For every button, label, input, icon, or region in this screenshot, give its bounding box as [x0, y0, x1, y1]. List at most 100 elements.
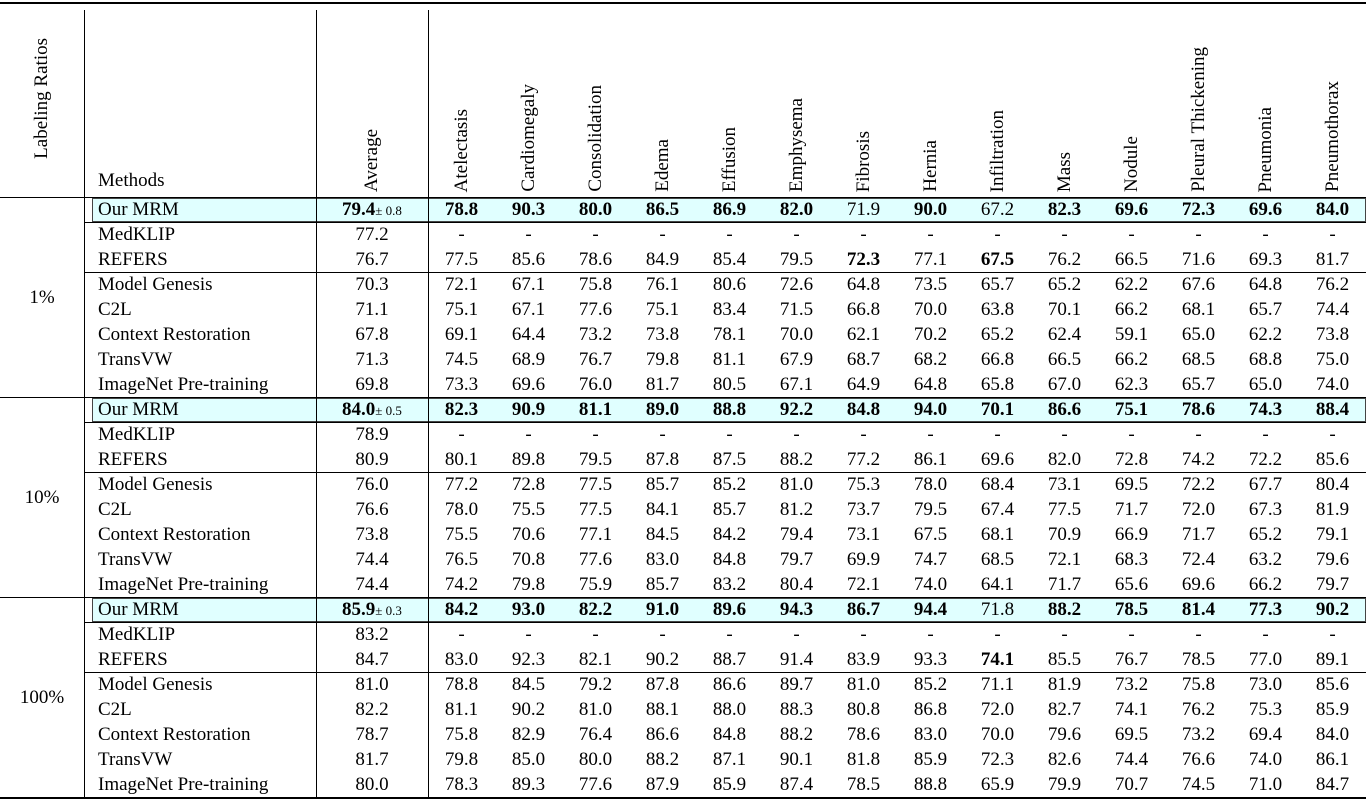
value-cell: -: [793, 224, 800, 245]
average-value: 83.2: [355, 624, 389, 645]
value-cell: 85.9: [1315, 699, 1350, 720]
value-cell: -: [994, 624, 1001, 645]
value-cell: 86.6: [712, 674, 747, 695]
value-cell: 66.9: [1114, 524, 1149, 545]
value-cell: 82.3: [444, 399, 479, 420]
value-cell: 84.5: [511, 674, 546, 695]
value-cell: 83.0: [645, 549, 680, 570]
value-cell: 91.0: [645, 599, 680, 620]
method-name: ImageNet Pre-training: [98, 374, 269, 395]
value-cell: 74.0: [913, 574, 948, 595]
average-value: 80.9: [355, 449, 389, 470]
value-cell: 78.6: [846, 724, 881, 745]
value-cell: 82.0: [779, 199, 814, 220]
value-cell: 79.5: [779, 249, 814, 270]
value-cell: 78.6: [578, 249, 613, 270]
value-cell: 86.7: [846, 599, 881, 620]
value-cell: 65.8: [980, 374, 1015, 395]
average-value: 76.6: [355, 499, 389, 520]
value-cell: 77.5: [444, 249, 479, 270]
value-cell: 73.8: [645, 324, 680, 345]
average-cell: 80.9: [316, 447, 428, 472]
header-disease: Emphysema: [785, 98, 807, 192]
average-value: 73.8: [355, 524, 389, 545]
value-cell: -: [525, 224, 532, 245]
average-cell: 73.8: [316, 522, 428, 547]
value-cell: 79.7: [779, 549, 814, 570]
value-cell: 67.0: [1047, 374, 1082, 395]
value-cell: 71.6: [1181, 249, 1216, 270]
header-cell: Pneumothorax: [1299, 4, 1366, 192]
value-cell: 79.8: [645, 349, 680, 370]
average-cell: 70.3: [316, 272, 428, 297]
value-cell: -: [1128, 624, 1135, 645]
average-cell: 76.6: [316, 497, 428, 522]
method-name: Context Restoration: [98, 524, 251, 545]
value-cell: 73.2: [1114, 674, 1149, 695]
value-cell: 84.2: [712, 524, 747, 545]
value-cell: 84.5: [645, 524, 680, 545]
value-cell: 84.2: [444, 599, 479, 620]
row-rule: [84, 272, 1366, 273]
value-cell: 62.2: [1114, 274, 1149, 295]
value-cell: 75.5: [444, 524, 479, 545]
value-cell: -: [726, 224, 733, 245]
average-value: 71.3: [355, 349, 389, 370]
value-cell: 83.2: [712, 574, 747, 595]
method-name: REFERS: [98, 449, 168, 470]
value-cell: -: [525, 624, 532, 645]
value-cell: 75.1: [444, 299, 479, 320]
value-cell: 88.3: [779, 699, 814, 720]
value-cell: 84.0: [1315, 199, 1350, 220]
value-cell: 90.2: [645, 649, 680, 670]
value-cell: 76.0: [578, 374, 613, 395]
value-cell: 64.8: [846, 274, 881, 295]
value-cell: 73.7: [846, 499, 881, 520]
value-cell: 68.5: [1181, 349, 1216, 370]
value-cell: 74.1: [1114, 699, 1149, 720]
value-cell: 92.3: [511, 649, 546, 670]
method-name: ImageNet Pre-training: [98, 574, 269, 595]
value-cell: 85.9: [913, 749, 948, 770]
value-cell: 78.8: [444, 674, 479, 695]
average-value: 71.1: [355, 299, 389, 320]
value-cell: 67.4: [980, 499, 1015, 520]
method-name: MedKLIP: [98, 624, 176, 645]
value-cell: 87.8: [645, 674, 680, 695]
value-cell: -: [793, 424, 800, 445]
value-cell: 77.2: [444, 474, 479, 495]
value-cell: 73.2: [578, 324, 613, 345]
value-cell: 80.4: [1315, 474, 1350, 495]
value-cell: 72.1: [846, 574, 881, 595]
average-cell: 78.9: [316, 422, 428, 447]
row-highlight: [92, 598, 1366, 622]
value-cell: 66.8: [846, 299, 881, 320]
value-cell: 81.4: [1181, 599, 1216, 620]
value-cell: 72.8: [511, 474, 546, 495]
value-cell: 73.0: [1248, 674, 1283, 695]
value-cell: 72.3: [846, 249, 881, 270]
value-cell: 83.9: [846, 649, 881, 670]
value-cell: 77.1: [913, 249, 948, 270]
value-cell: 81.7: [645, 374, 680, 395]
value-cell: 74.7: [913, 549, 948, 570]
value-cell: 73.3: [444, 374, 479, 395]
value-cell: -: [927, 424, 934, 445]
value-cell: 70.6: [511, 524, 546, 545]
value-cell: 81.1: [444, 699, 479, 720]
value-cell: 71.1: [980, 674, 1015, 695]
value-cell: -: [458, 224, 465, 245]
value-cell: 81.1: [712, 349, 747, 370]
value-cell: 67.2: [980, 199, 1015, 220]
bottom-rule: [0, 797, 1366, 799]
value-cell: 77.5: [578, 474, 613, 495]
row-highlight: [92, 398, 1366, 422]
average-value: 67.8: [355, 324, 389, 345]
value-cell: 90.1: [779, 749, 814, 770]
value-cell: 82.7: [1047, 699, 1082, 720]
value-cell: 64.1: [980, 574, 1015, 595]
value-cell: 71.9: [846, 199, 881, 220]
value-cell: -: [592, 624, 599, 645]
header-cell: Fibrosis: [830, 4, 897, 192]
average-cell: 74.4: [316, 572, 428, 597]
